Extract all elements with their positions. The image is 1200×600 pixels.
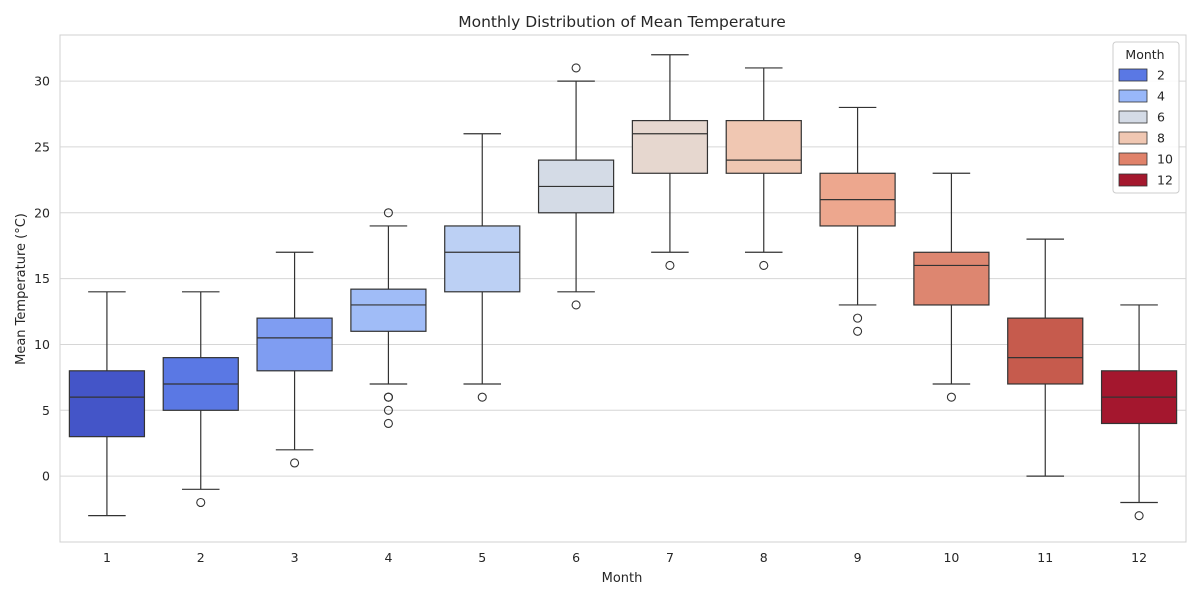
- x-axis-label: Month: [602, 571, 643, 586]
- legend-swatch: [1118, 89, 1148, 103]
- x-tick-label: 9: [854, 550, 862, 565]
- outlier-point: [290, 458, 300, 468]
- outlier-point: [946, 392, 956, 402]
- iqr-box: [350, 288, 427, 332]
- y-tick-label: 0: [42, 469, 50, 484]
- x-tick-label: 7: [666, 550, 674, 565]
- plot-area: [59, 34, 1187, 543]
- legend-entry-label: 8: [1157, 131, 1165, 146]
- outlier-point: [383, 208, 393, 218]
- x-tick-label: 3: [291, 550, 299, 565]
- outlier-point: [853, 313, 863, 323]
- x-tick-label: 5: [478, 550, 486, 565]
- iqr-box: [68, 370, 146, 438]
- y-tick-labels: 0 5 10 15 20 25 30: [34, 74, 50, 484]
- box-month-8: [725, 67, 802, 271]
- box-month-11: [1007, 238, 1084, 477]
- y-tick-label: 30: [34, 74, 50, 89]
- y-tick-label: 20: [34, 205, 50, 220]
- outlier-point: [1134, 511, 1144, 521]
- iqr-box: [444, 225, 521, 293]
- y-tick-label: 5: [42, 403, 50, 418]
- legend-swatch: [1118, 68, 1148, 82]
- legend-entry-label: 6: [1157, 110, 1165, 125]
- outlier-point: [383, 418, 393, 429]
- legend-title: Month: [1125, 47, 1164, 62]
- x-tick-label: 4: [384, 550, 392, 565]
- boxes: [68, 54, 1178, 521]
- legend-swatch: [1118, 131, 1148, 145]
- legend-swatch: [1118, 173, 1148, 187]
- box-month-6: [537, 63, 615, 310]
- legend-entry-label: 12: [1157, 173, 1173, 188]
- grid-lines: [60, 80, 1186, 477]
- y-tick-label: 25: [34, 139, 50, 154]
- legend-entry-label: 10: [1157, 152, 1173, 167]
- outlier-point: [759, 260, 769, 271]
- box-month-7: [631, 54, 709, 271]
- y-tick-label: 10: [34, 337, 50, 352]
- y-axis-label: Mean Temperature (°C): [14, 213, 29, 365]
- x-tick-label: 1: [103, 550, 111, 565]
- x-tick-label: 12: [1131, 550, 1147, 565]
- iqr-box: [725, 119, 802, 174]
- legend-swatch: [1118, 110, 1148, 124]
- iqr-box: [913, 251, 990, 306]
- chart-title: Monthly Distribution of Mean Temperature: [458, 13, 786, 31]
- box-month-2: [162, 291, 239, 508]
- outlier-point: [383, 405, 393, 415]
- x-tick-label: 11: [1037, 550, 1053, 565]
- iqr-box: [1007, 317, 1084, 385]
- x-tick-labels: 1 2 3 4 5 6 7 8 9 10 11 12: [103, 550, 1147, 565]
- outlier-point: [571, 300, 581, 310]
- outlier-point: [477, 392, 487, 402]
- outlier-point: [383, 392, 393, 402]
- x-tick-label: 2: [197, 550, 205, 565]
- box-month-12: [1100, 304, 1178, 521]
- legend-entry-label: 4: [1157, 89, 1165, 104]
- iqr-box: [631, 119, 709, 174]
- legend-entries: 2 4 6 8 10 12: [1118, 68, 1173, 188]
- iqr-box: [256, 317, 333, 372]
- box-month-4: [350, 208, 427, 429]
- outlier-point: [571, 63, 581, 73]
- y-tick-label: 15: [34, 271, 50, 286]
- outlier-point: [196, 497, 206, 508]
- legend-entry-label: 2: [1157, 68, 1165, 83]
- x-tick-label: 10: [943, 550, 959, 565]
- outlier-point: [853, 326, 863, 336]
- box-month-1: [68, 291, 146, 517]
- x-tick-label: 8: [760, 550, 768, 565]
- outlier-point: [665, 260, 675, 271]
- box-month-5: [444, 133, 521, 402]
- legend-swatch: [1118, 152, 1148, 166]
- box-month-9: [819, 106, 896, 336]
- box-month-3: [256, 251, 333, 468]
- x-tick-label: 6: [572, 550, 580, 565]
- box-month-10: [913, 172, 990, 402]
- legend: Month 2 4 6 8 10 12: [1112, 41, 1180, 194]
